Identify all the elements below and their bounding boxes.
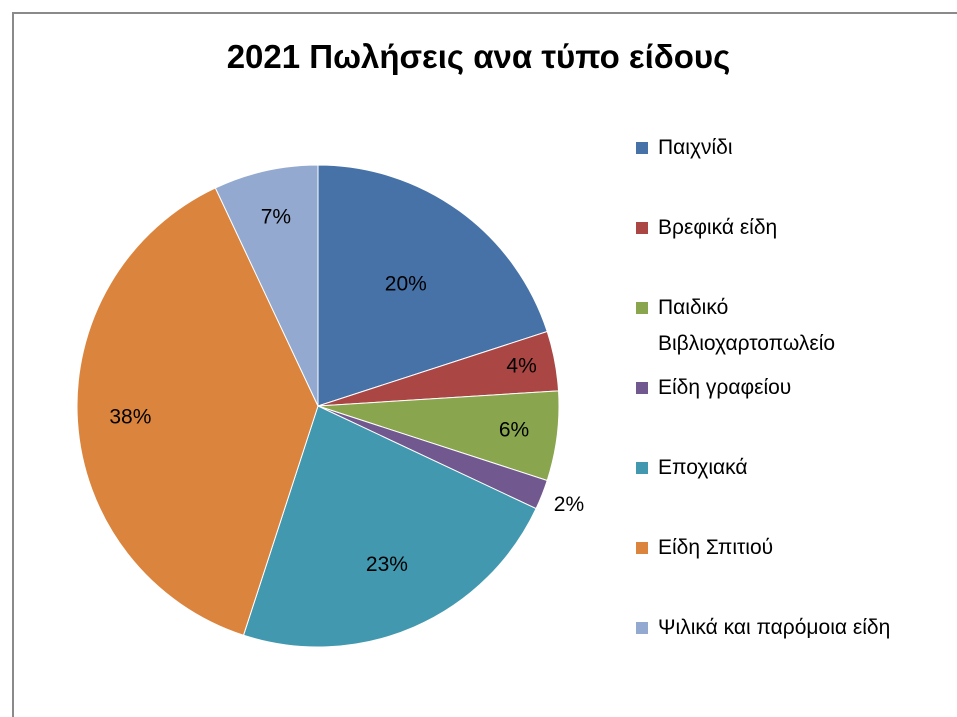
legend-swatch — [636, 302, 648, 314]
pie-data-label: 7% — [261, 205, 291, 228]
legend-label: Ψιλικά και παρόμοια είδη — [658, 616, 891, 639]
legend-swatch — [636, 222, 648, 234]
legend-swatch — [636, 462, 648, 474]
legend-label: Παιδικό Βιβλιοχαρτοπωλείο — [658, 296, 836, 355]
legend-label: Είδη γραφείου — [658, 376, 792, 399]
pie-slice — [76, 187, 319, 636]
pie-data-label: 20% — [385, 273, 427, 296]
legend-swatch — [636, 382, 648, 394]
pie-data-label: 6% — [499, 418, 529, 441]
pie-data-label: 2% — [554, 493, 584, 516]
legend-label: Εποχιακά — [658, 456, 748, 479]
pie-data-label: 38% — [109, 405, 151, 428]
legend-label: Είδη Σπιτιού — [658, 536, 774, 559]
pie-slice — [317, 164, 548, 407]
pie-data-label: 23% — [366, 553, 408, 576]
legend-swatch — [636, 622, 648, 634]
legend-swatch — [636, 542, 648, 554]
chart-title: 2021 Πωλήσεις ανα τύπο είδους — [226, 38, 731, 75]
pie-slice — [242, 405, 537, 648]
pie-slice — [214, 164, 319, 407]
legend-label: Παιχνίδι — [658, 136, 733, 159]
legend-label: Βρεφικά είδη — [658, 216, 778, 239]
pie-data-label: 4% — [506, 355, 536, 378]
legend-swatch — [636, 142, 648, 154]
